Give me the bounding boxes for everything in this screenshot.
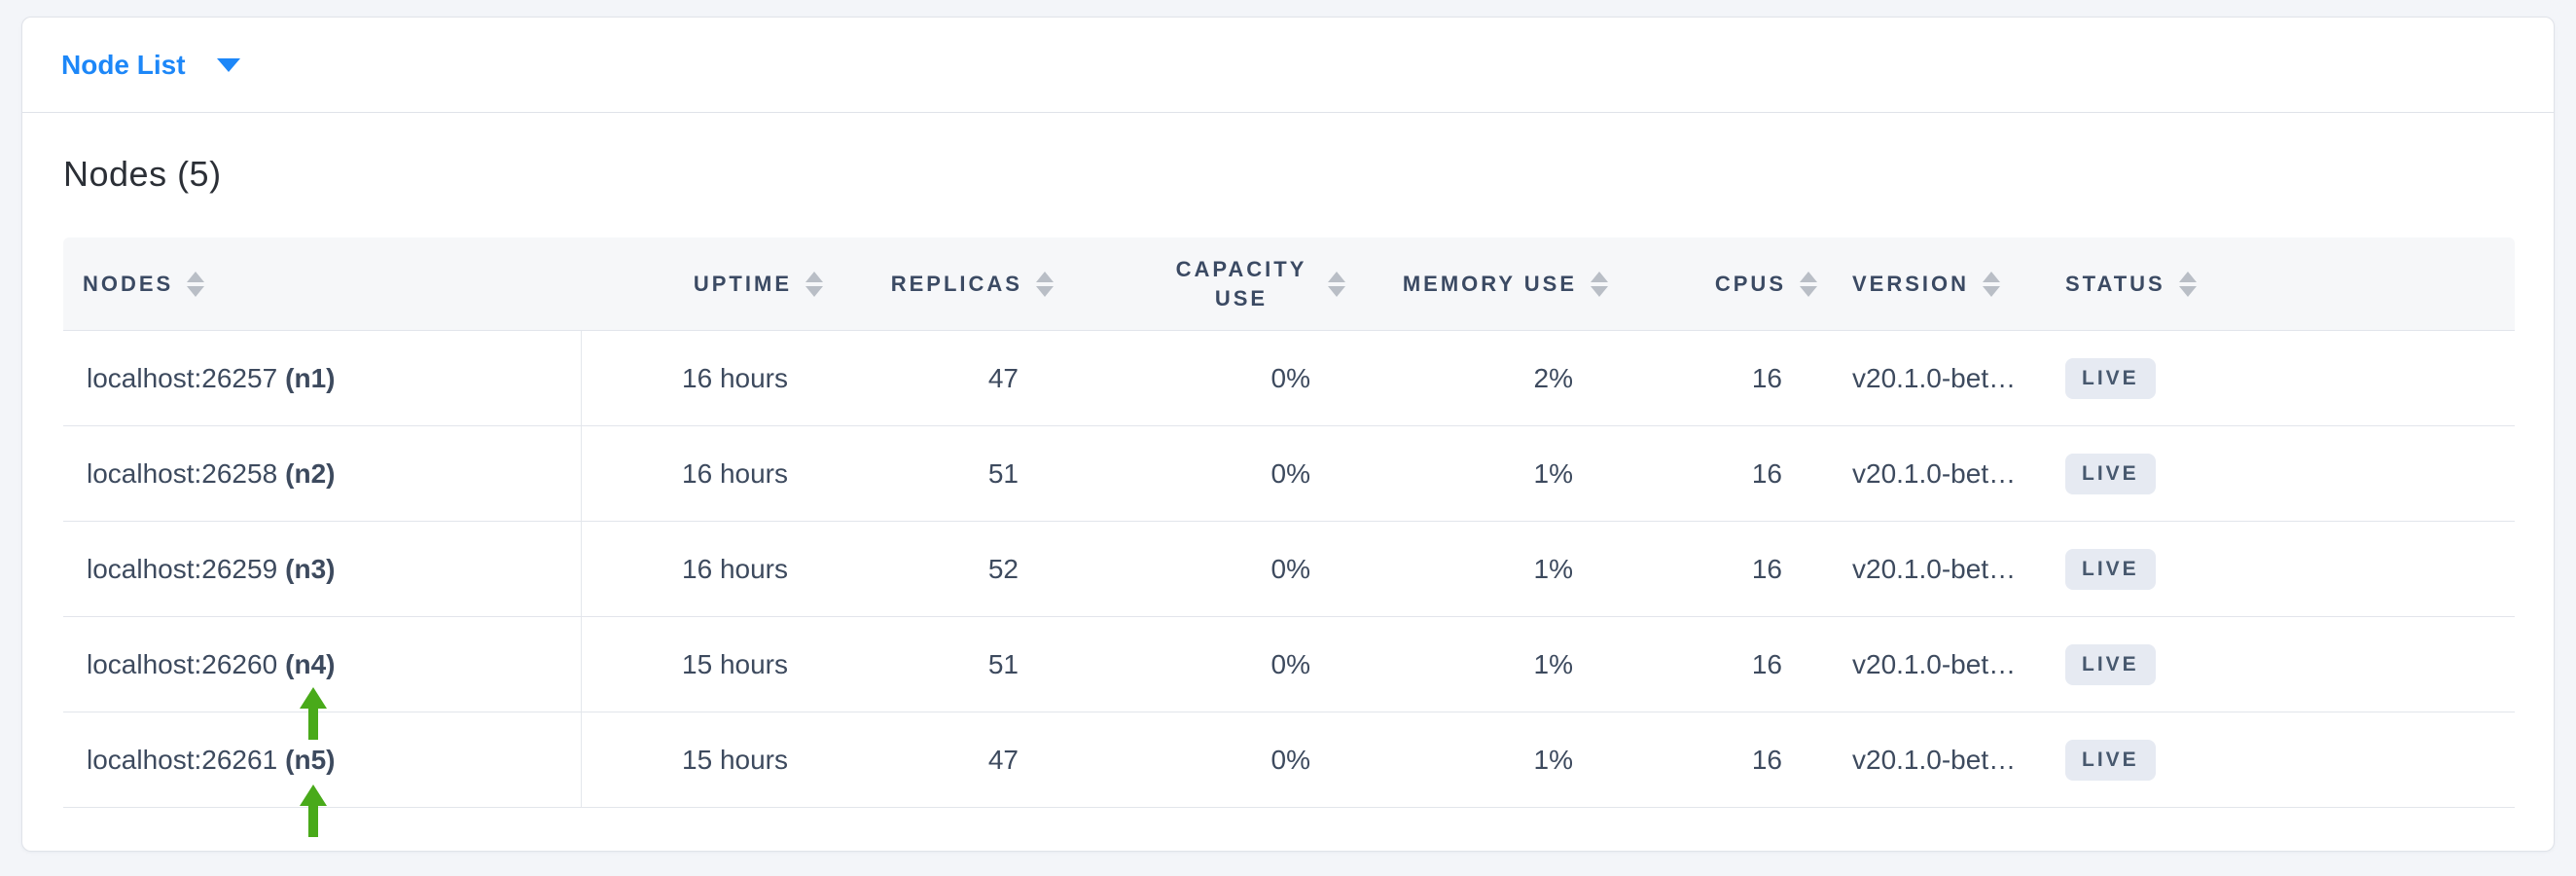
node-row-n4: localhost:26260 (n4) 15 hours 51 0% 1% 16… (63, 617, 2515, 712)
node-row-n3: localhost:26259 (n3) 16 hours 52 0% 1% 16… (63, 522, 2515, 617)
uptime-cell: 16 hours (582, 331, 831, 426)
uptime-cell: 16 hours (582, 426, 831, 522)
column-label-capacity-use: CAPACITY USE (1175, 256, 1307, 310)
column-header-version[interactable]: VERSION (1825, 237, 2054, 331)
nodes-section: Nodes (5) NODES (22, 113, 2554, 808)
column-header-memory-use[interactable]: MEMORY USE (1353, 237, 1616, 331)
node-address-cell: localhost:26257 (n1) (63, 331, 582, 426)
chevron-down-icon (216, 57, 240, 72)
sort-icon (1036, 271, 1054, 297)
sort-icon (1983, 271, 2001, 297)
cpus-cell: 16 (1616, 712, 1825, 808)
node-row-n1: localhost:26257 (n1) 16 hours 47 0% 2% 16… (63, 331, 2515, 426)
status-badge: LIVE (2065, 643, 2156, 685)
sort-icon (1328, 271, 1345, 297)
version-cell: v20.1.0-bet… (1825, 426, 2054, 522)
status-badge: LIVE (2065, 548, 2156, 590)
replicas-cell: 51 (831, 426, 1061, 522)
node-address: localhost:26258 (87, 457, 278, 489)
sort-icon (1591, 271, 1608, 297)
node-list-dropdown[interactable]: Node List (61, 50, 240, 81)
column-label-version: VERSION (1852, 271, 1970, 296)
sort-icon (187, 271, 205, 297)
node-address: localhost:26257 (87, 362, 278, 393)
version-cell: v20.1.0-bet… (1825, 712, 2054, 808)
node-list-card: Node List Nodes (5) NODES (21, 17, 2555, 852)
column-label-replicas: REPLICAS (890, 271, 1022, 296)
node-id: (n3) (285, 553, 336, 584)
node-address-cell: localhost:26259 (n3) (63, 522, 582, 617)
version-cell: v20.1.0-bet… (1825, 331, 2054, 426)
cpus-cell: 16 (1616, 426, 1825, 522)
cpus-cell: 16 (1616, 331, 1825, 426)
node-address: localhost:26260 (87, 648, 278, 679)
node-address-cell: localhost:26258 (n2) (63, 426, 582, 522)
status-cell: LIVE (2054, 712, 2515, 808)
sort-icon (1800, 271, 1817, 297)
column-label-memory-use: MEMORY USE (1402, 271, 1577, 296)
replicas-cell: 47 (831, 712, 1061, 808)
status-cell: LIVE (2054, 426, 2515, 522)
node-id: (n1) (285, 362, 336, 393)
status-cell: LIVE (2054, 331, 2515, 426)
column-header-status[interactable]: STATUS (2054, 237, 2515, 331)
status-badge: LIVE (2065, 357, 2156, 399)
column-label-cpus: CPUS (1714, 271, 1786, 296)
cpus-cell: 16 (1616, 522, 1825, 617)
column-label-status: STATUS (2065, 271, 2165, 296)
memory-use-cell: 1% (1353, 617, 1616, 712)
nodes-count-title: Nodes (5) (63, 154, 222, 194)
node-address: localhost:26259 (87, 553, 278, 584)
node-id: (n2) (285, 457, 336, 489)
node-row-n2: localhost:26258 (n2) 16 hours 51 0% 1% 16… (63, 426, 2515, 522)
capacity-use-cell: 0% (1061, 712, 1353, 808)
node-address: localhost:26261 (87, 744, 278, 775)
node-address-cell: localhost:26260 (n4) (63, 617, 582, 712)
node-list-dropdown-label: Node List (61, 49, 186, 80)
uptime-cell: 15 hours (582, 617, 831, 712)
replicas-cell: 52 (831, 522, 1061, 617)
column-header-capacity-use[interactable]: CAPACITY USE (1061, 237, 1353, 331)
column-header-nodes[interactable]: NODES (63, 237, 582, 331)
memory-use-cell: 1% (1353, 426, 1616, 522)
column-label-uptime: UPTIME (693, 271, 792, 296)
status-badge: LIVE (2065, 739, 2156, 781)
replicas-cell: 47 (831, 331, 1061, 426)
cpus-cell: 16 (1616, 617, 1825, 712)
view-selector-bar: Node List (22, 18, 2554, 113)
sort-icon (2178, 271, 2197, 297)
column-header-cpus[interactable]: CPUS (1616, 237, 1825, 331)
column-label-nodes: NODES (83, 271, 174, 296)
capacity-use-cell: 0% (1061, 522, 1353, 617)
uptime-cell: 16 hours (582, 522, 831, 617)
status-cell: LIVE (2054, 522, 2515, 617)
column-header-replicas[interactable]: REPLICAS (831, 237, 1061, 331)
node-address-cell: localhost:26261 (n5) (63, 712, 582, 808)
replicas-cell: 51 (831, 617, 1061, 712)
status-cell: LIVE (2054, 617, 2515, 712)
nodes-table: NODES UPTIME REPLICAS (63, 237, 2515, 808)
node-id: (n5) (285, 744, 336, 775)
memory-use-cell: 1% (1353, 522, 1616, 617)
table-header-row: NODES UPTIME REPLICAS (63, 237, 2515, 331)
capacity-use-cell: 0% (1061, 331, 1353, 426)
status-badge: LIVE (2065, 453, 2156, 494)
capacity-use-cell: 0% (1061, 426, 1353, 522)
version-cell: v20.1.0-bet… (1825, 617, 2054, 712)
capacity-use-cell: 0% (1061, 617, 1353, 712)
version-cell: v20.1.0-bet… (1825, 522, 2054, 617)
memory-use-cell: 2% (1353, 331, 1616, 426)
node-id: (n4) (285, 648, 336, 679)
memory-use-cell: 1% (1353, 712, 1616, 808)
sort-icon (805, 271, 823, 297)
node-row-n5: localhost:26261 (n5) 15 hours 47 0% 1% 16… (63, 712, 2515, 808)
column-header-uptime[interactable]: UPTIME (582, 237, 831, 331)
uptime-cell: 15 hours (582, 712, 831, 808)
